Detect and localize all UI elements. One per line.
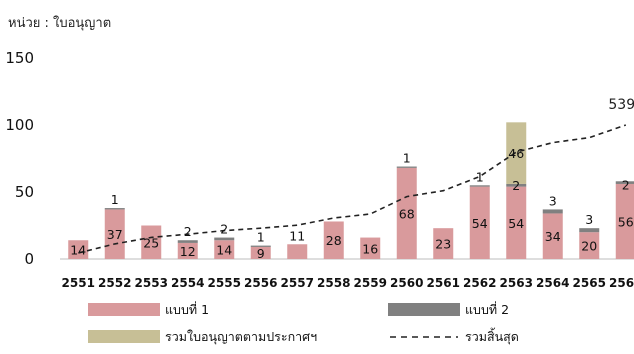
legend-swatch (388, 303, 460, 316)
bar-segment (104, 208, 125, 210)
bar-label-series1: 16 (362, 241, 378, 256)
bar-segment (287, 244, 308, 259)
bar-label-series2: 1 (403, 151, 411, 166)
legend-label: แบบที่ 2 (465, 301, 509, 317)
bar-label-series1: 68 (399, 206, 415, 221)
bar-label-series2: 1 (476, 169, 484, 184)
cumulative-polyline (78, 124, 627, 254)
y-tick-label: 150 (5, 49, 34, 67)
y-axis: 0 50 100 150 (5, 49, 634, 268)
legend-swatch (88, 303, 160, 316)
bar-segment (506, 122, 527, 184)
x-tick-label: 2560 (390, 276, 423, 290)
x-tick-label: 2564 (536, 276, 569, 290)
bar-segment (506, 186, 527, 259)
x-tick-label: 2563 (500, 276, 533, 290)
bar-label-series1: 54 (508, 216, 524, 231)
bar-segment (250, 245, 271, 247)
bar-segment (323, 221, 344, 259)
bar-label-series1: 34 (545, 229, 561, 244)
bar-segment (433, 228, 454, 259)
y-tick-label: 0 (24, 250, 34, 268)
bar-label-series1: 14 (70, 243, 86, 258)
y-tick-label: 100 (5, 116, 34, 134)
legend-label: รวมสิ้นสุด (465, 327, 519, 345)
bar-segment (104, 209, 125, 259)
x-tick-label: 2551 (62, 276, 95, 290)
bar-segment (396, 166, 417, 168)
bar-segment (615, 181, 634, 184)
x-tick-label: 2562 (463, 276, 496, 290)
bar-label-series1: 28 (326, 233, 342, 248)
x-tick-label: 2555 (208, 276, 241, 290)
cumulative-end-label: 539 (608, 97, 634, 113)
x-tick-label: 2561 (427, 276, 460, 290)
bar-label-series2: 3 (549, 193, 557, 208)
bar-label-series2: 3 (585, 212, 593, 227)
bar-label-series1: 54 (472, 216, 488, 231)
bar-segment (214, 237, 235, 241)
x-tick-label: 2552 (98, 276, 131, 290)
x-tick-label: 2553 (135, 276, 168, 290)
bar-label-series2: 2 (512, 178, 520, 193)
x-tick-label: 2558 (317, 276, 350, 290)
bar-label-series2: 2 (622, 177, 630, 192)
x-tick-label: 2565 (573, 276, 606, 290)
bar-label-series1: 37 (107, 227, 123, 242)
bar-label-series3: 46 (508, 146, 524, 161)
bar-label-series2: 2 (184, 224, 192, 239)
bars (68, 122, 634, 259)
bar-label-series1: 23 (435, 237, 451, 252)
x-tick-label: 2556 (244, 276, 277, 290)
x-tick-label: 2554 (171, 276, 204, 290)
bar-segment (579, 228, 600, 233)
bar-segment (214, 240, 235, 259)
bar-label-series1: 12 (180, 244, 196, 259)
bar-label-series2: 1 (257, 230, 265, 245)
bar-segment (68, 240, 89, 259)
bar-segment (141, 225, 162, 259)
bar-segment (177, 240, 198, 243)
bar-label-series1: 56 (618, 214, 634, 229)
x-axis: 2551 2552 2553 2554 2555 2556 2557 2558 2559 2560… (62, 276, 634, 290)
legend: แบบที่ 1 แบบที่ 2 รวมใบอนุญาตตามประกาศฯ รวม… (88, 301, 519, 345)
bar-segment (579, 232, 600, 259)
legend-label: รวมใบอนุญาตตามประกาศฯ (165, 329, 317, 345)
bar-label-series2: 1 (111, 192, 119, 207)
y-tick-label: 50 (15, 183, 34, 201)
unit-label: หน่วย : ใบอนุญาต (8, 15, 111, 31)
legend-label: แบบที่ 1 (165, 301, 209, 317)
bar-segment (542, 209, 563, 214)
x-tick-label: 2559 (354, 276, 387, 290)
bar-label-series1: 14 (216, 243, 232, 258)
x-tick-label: 2557 (281, 276, 314, 290)
bar-segment (506, 183, 527, 187)
bar-label-above: 11 (289, 228, 305, 243)
bar-segment (360, 237, 381, 259)
bar-segment (177, 242, 198, 259)
bar-segment (250, 246, 271, 259)
bar-label-series1: 25 (143, 235, 159, 250)
bar-segment (615, 183, 634, 259)
bar-label-series1: 20 (581, 239, 597, 254)
legend-swatch (88, 330, 160, 343)
bar-segment (542, 213, 563, 259)
bar-segment (469, 185, 490, 187)
bar-label-series1: 9 (257, 246, 265, 261)
cumulative-line: 539 (78, 97, 634, 254)
bar-label-series2: 2 (220, 222, 228, 237)
bar-segment (469, 186, 490, 259)
bar-segment (396, 167, 417, 259)
x-tick-label: 2566 (609, 276, 634, 290)
